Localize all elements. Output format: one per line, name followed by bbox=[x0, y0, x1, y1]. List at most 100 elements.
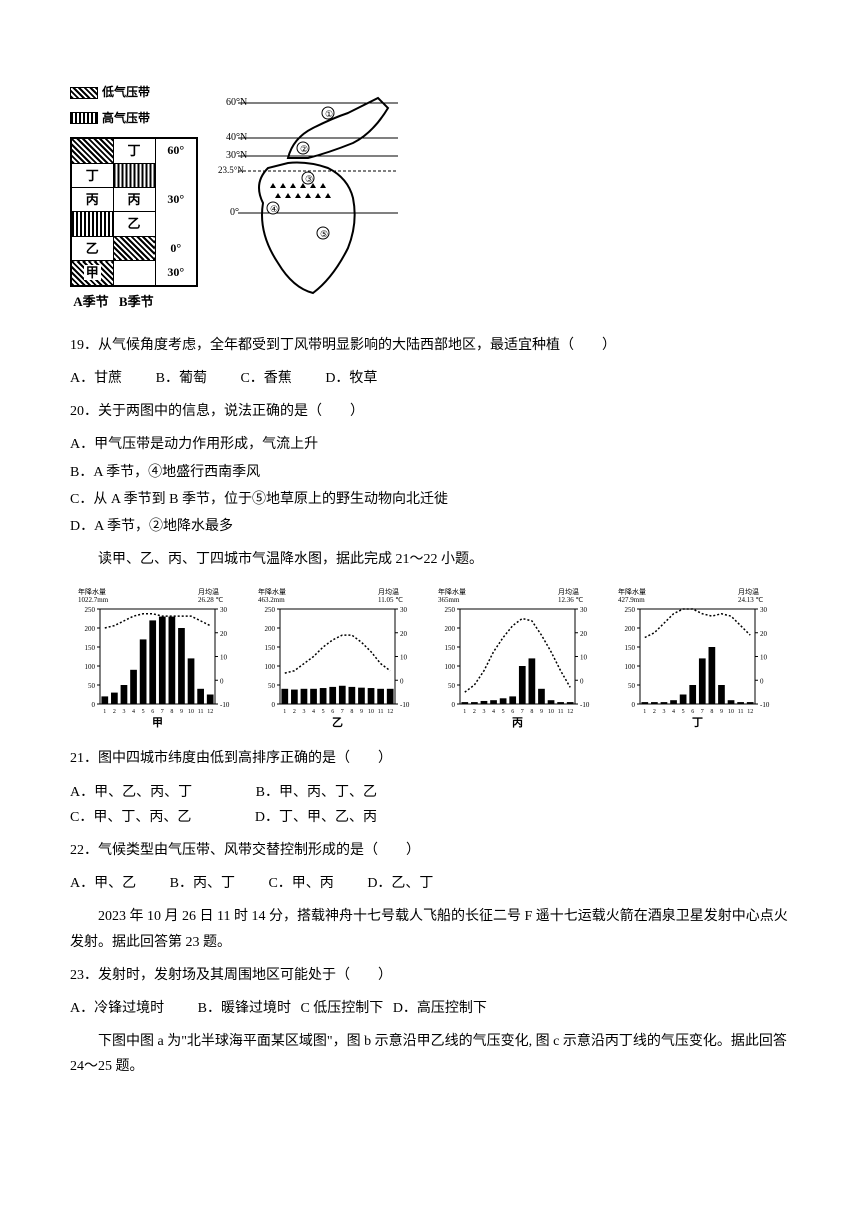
q21-opt-b: B．甲、丙、丁、乙 bbox=[256, 780, 377, 805]
svg-text:100: 100 bbox=[265, 663, 276, 671]
intro-23: 2023 年 10 月 26 日 11 时 14 分，搭载神舟十七号载人飞船的长… bbox=[70, 904, 790, 954]
q23-text: 发射时，发射场及其周围地区可能处于（ ） bbox=[98, 968, 392, 983]
svg-text:5: 5 bbox=[502, 709, 505, 715]
svg-text:10: 10 bbox=[580, 654, 588, 662]
lat-60: 60° bbox=[155, 138, 197, 163]
svg-text:3: 3 bbox=[482, 709, 485, 715]
q23-opt-d: D．高压控制下 bbox=[393, 996, 487, 1021]
svg-text:月均温: 月均温 bbox=[738, 587, 759, 596]
svg-text:5: 5 bbox=[142, 709, 145, 715]
svg-text:50: 50 bbox=[268, 682, 276, 690]
svg-text:20: 20 bbox=[760, 630, 768, 638]
svg-text:10: 10 bbox=[368, 709, 374, 715]
svg-text:8: 8 bbox=[710, 709, 713, 715]
svg-text:6: 6 bbox=[151, 709, 154, 715]
legend-high-pressure: 高气压带 bbox=[70, 108, 150, 130]
svg-text:6: 6 bbox=[691, 709, 694, 715]
q19-options: A．甘蔗 B．葡萄 C．香蕉 D．牧草 bbox=[70, 366, 790, 391]
svg-text:年降水量: 年降水量 bbox=[438, 587, 466, 596]
svg-text:200: 200 bbox=[445, 625, 456, 633]
pressure-belt-diagram: 低气压带 高气压带 丁 60° 丁 丙 丙 30° bbox=[70, 80, 198, 313]
chart-ding: 年降水量427.9mm月均温24.13 ℃050100150200250-100… bbox=[610, 584, 780, 734]
svg-text:9: 9 bbox=[540, 709, 543, 715]
map-lat-30: 30°N bbox=[226, 150, 247, 161]
svg-text:5: 5 bbox=[682, 709, 685, 715]
svg-text:20: 20 bbox=[400, 630, 408, 638]
svg-text:乙: 乙 bbox=[332, 716, 343, 729]
svg-text:-10: -10 bbox=[580, 701, 590, 709]
svg-text:250: 250 bbox=[265, 606, 276, 614]
intro-21-22: 读甲、乙、丙、丁四城市气温降水图，据此完成 21～22 小题。 bbox=[70, 547, 790, 572]
q19-num: 19． bbox=[70, 338, 98, 353]
svg-text:11.05 ℃: 11.05 ℃ bbox=[378, 596, 403, 604]
q22-opt-c: C．甲、丙 bbox=[268, 871, 333, 896]
svg-text:9: 9 bbox=[360, 709, 363, 715]
svg-text:0: 0 bbox=[400, 678, 404, 686]
svg-text:150: 150 bbox=[265, 644, 276, 652]
chart-bing: 年降水量365mm月均温12.36 ℃050100150200250-10010… bbox=[430, 584, 600, 734]
svg-text:⑤: ⑤ bbox=[320, 229, 328, 239]
svg-text:11: 11 bbox=[738, 709, 744, 715]
question-20: 20．关于两图中的信息，说法正确的是（ ） bbox=[70, 399, 790, 424]
q19-opt-b: B．葡萄 bbox=[156, 366, 207, 391]
svg-text:④: ④ bbox=[270, 204, 278, 214]
legend-low-label: 低气压带 bbox=[102, 82, 150, 104]
svg-text:24.13 ℃: 24.13 ℃ bbox=[738, 596, 764, 604]
q20-opt-b: B．A 季节，④地盛行西南季风 bbox=[70, 460, 790, 485]
svg-text:月均温: 月均温 bbox=[198, 587, 219, 596]
svg-text:100: 100 bbox=[445, 663, 456, 671]
svg-text:0: 0 bbox=[92, 701, 96, 709]
svg-text:30: 30 bbox=[580, 606, 588, 614]
q20-num: 20． bbox=[70, 404, 98, 419]
svg-text:7: 7 bbox=[701, 709, 704, 715]
svg-text:0: 0 bbox=[220, 678, 224, 686]
svg-text:0: 0 bbox=[632, 701, 636, 709]
svg-text:20: 20 bbox=[580, 630, 588, 638]
svg-text:10: 10 bbox=[760, 654, 768, 662]
svg-text:12.36 ℃: 12.36 ℃ bbox=[558, 596, 584, 604]
legend-low-pressure: 低气压带 bbox=[70, 82, 150, 104]
svg-text:100: 100 bbox=[625, 663, 636, 671]
q23-opt-a: A．冷锋过境时 bbox=[70, 996, 164, 1021]
svg-text:50: 50 bbox=[88, 682, 96, 690]
cell-bing-b: 丙 bbox=[113, 187, 155, 211]
svg-text:②: ② bbox=[300, 144, 308, 154]
svg-text:250: 250 bbox=[445, 606, 456, 614]
svg-text:11: 11 bbox=[558, 709, 564, 715]
svg-text:50: 50 bbox=[448, 682, 456, 690]
svg-text:10: 10 bbox=[188, 709, 194, 715]
svg-text:0: 0 bbox=[272, 701, 276, 709]
cell-jia-b-hatch bbox=[113, 236, 155, 260]
q19-opt-c: C．香蕉 bbox=[240, 366, 291, 391]
season-labels: A季节 B季节 bbox=[70, 290, 157, 313]
svg-text:3: 3 bbox=[662, 709, 665, 715]
svg-text:100: 100 bbox=[85, 663, 96, 671]
svg-text:月均温: 月均温 bbox=[378, 587, 399, 596]
svg-text:250: 250 bbox=[85, 606, 96, 614]
svg-text:2: 2 bbox=[473, 709, 476, 715]
svg-text:年降水量: 年降水量 bbox=[618, 587, 646, 596]
q20-options: A．甲气压带是动力作用形成，气流上升 B．A 季节，④地盛行西南季风 C．从 A… bbox=[70, 432, 790, 539]
lat-0: 0° bbox=[155, 236, 197, 260]
svg-text:365mm: 365mm bbox=[438, 596, 460, 604]
svg-text:200: 200 bbox=[85, 625, 96, 633]
question-22: 22．气候类型由气压带、风带交替控制形成的是（ ） bbox=[70, 838, 790, 863]
question-21: 21．图中四城市纬度由低到高排序正确的是（ ） bbox=[70, 746, 790, 771]
svg-text:3: 3 bbox=[302, 709, 305, 715]
stripe-swatch bbox=[70, 112, 98, 124]
svg-text:150: 150 bbox=[625, 644, 636, 652]
svg-text:2: 2 bbox=[653, 709, 656, 715]
q20-text: 关于两图中的信息，说法正确的是（ ） bbox=[98, 404, 364, 419]
svg-text:③: ③ bbox=[305, 174, 313, 184]
svg-text:150: 150 bbox=[445, 644, 456, 652]
svg-text:-10: -10 bbox=[400, 701, 410, 709]
svg-text:200: 200 bbox=[265, 625, 276, 633]
svg-text:2: 2 bbox=[113, 709, 116, 715]
svg-text:丁: 丁 bbox=[692, 716, 703, 729]
svg-text:月均温: 月均温 bbox=[558, 587, 579, 596]
svg-text:10: 10 bbox=[728, 709, 734, 715]
lat-30: 30° bbox=[155, 187, 197, 211]
svg-text:4: 4 bbox=[312, 709, 315, 715]
svg-text:12: 12 bbox=[747, 709, 753, 715]
svg-text:463.2mm: 463.2mm bbox=[258, 596, 285, 604]
